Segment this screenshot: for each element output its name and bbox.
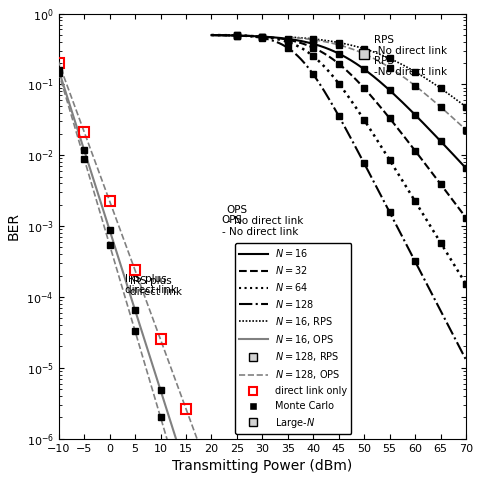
Text: RPS
-No direct link: RPS -No direct link — [374, 35, 447, 56]
Text: OPS
- No direct link: OPS - No direct link — [222, 216, 298, 237]
Text: OPS
- No direct link: OPS - No direct link — [227, 205, 303, 227]
Legend: $N = 16$, $N = 32$, $N = 64$, $N = 128$, $N = 16$, RPS, $N = 16$, OPS, $N = 128$: $N = 16$, $N = 32$, $N = 64$, $N = 128$,… — [235, 243, 351, 434]
Text: IRS plus
direct link: IRS plus direct link — [130, 276, 182, 297]
X-axis label: Transmitting Power (dBm): Transmitting Power (dBm) — [172, 459, 352, 473]
Y-axis label: BER: BER — [7, 212, 21, 240]
Text: RPS
-No direct link: RPS -No direct link — [374, 56, 447, 77]
Text: IRS plus
direct link: IRS plus direct link — [125, 274, 177, 295]
